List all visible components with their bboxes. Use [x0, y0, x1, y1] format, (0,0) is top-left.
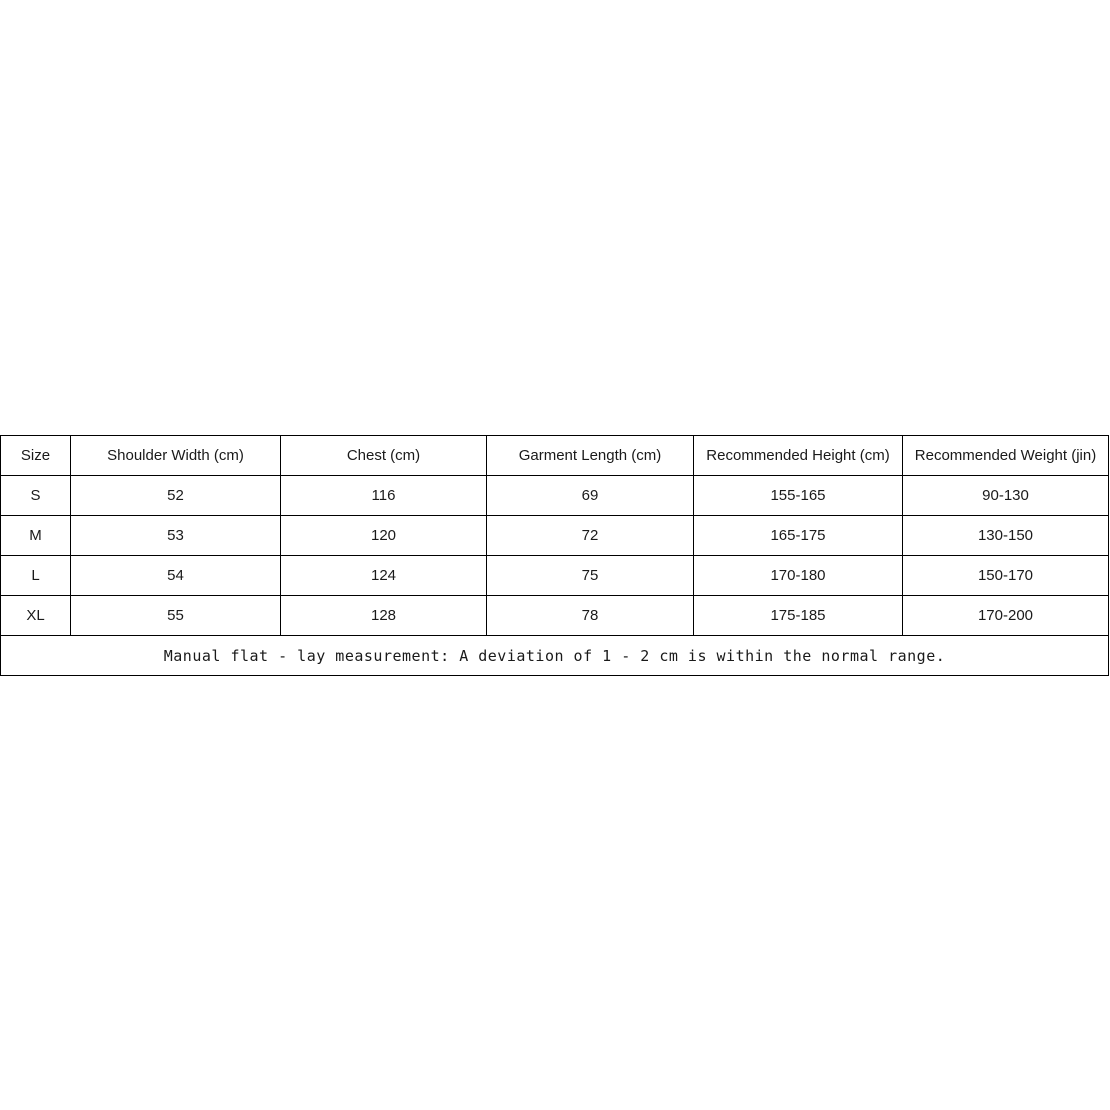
table-header-row: Size Shoulder Width (cm) Chest (cm) Garm… — [0, 435, 1109, 476]
cell-recommended-height: 155-165 — [693, 475, 903, 516]
table-row-xl: XL 55 128 78 175-185 170-200 — [0, 595, 1109, 636]
cell-shoulder-width: 55 — [70, 595, 281, 636]
cell-garment-length: 75 — [486, 555, 694, 596]
cell-chest: 128 — [280, 595, 487, 636]
table-row-m: M 53 120 72 165-175 130-150 — [0, 515, 1109, 556]
cell-garment-length: 69 — [486, 475, 694, 516]
size-chart-table: Size Shoulder Width (cm) Chest (cm) Garm… — [0, 435, 1109, 676]
table-row-l: L 54 124 75 170-180 150-170 — [0, 555, 1109, 596]
cell-recommended-weight: 130-150 — [902, 515, 1109, 556]
cell-size: S — [0, 475, 71, 516]
col-header-recommended-weight: Recommended Weight (jin) — [902, 435, 1109, 476]
cell-chest: 124 — [280, 555, 487, 596]
cell-chest: 120 — [280, 515, 487, 556]
cell-recommended-weight: 170-200 — [902, 595, 1109, 636]
cell-shoulder-width: 53 — [70, 515, 281, 556]
table-row-s: S 52 116 69 155-165 90-130 — [0, 475, 1109, 516]
col-header-size: Size — [0, 435, 71, 476]
cell-recommended-weight: 90-130 — [902, 475, 1109, 516]
cell-chest: 116 — [280, 475, 487, 516]
cell-size: L — [0, 555, 71, 596]
cell-size: M — [0, 515, 71, 556]
cell-shoulder-width: 52 — [70, 475, 281, 516]
cell-size: XL — [0, 595, 71, 636]
col-header-shoulder-width: Shoulder Width (cm) — [70, 435, 281, 476]
cell-recommended-height: 165-175 — [693, 515, 903, 556]
col-header-chest: Chest (cm) — [280, 435, 487, 476]
cell-recommended-height: 175-185 — [693, 595, 903, 636]
cell-garment-length: 72 — [486, 515, 694, 556]
measurement-footnote: Manual flat - lay measurement: A deviati… — [0, 635, 1109, 676]
col-header-recommended-height: Recommended Height (cm) — [693, 435, 903, 476]
col-header-garment-length: Garment Length (cm) — [486, 435, 694, 476]
cell-recommended-weight: 150-170 — [902, 555, 1109, 596]
cell-garment-length: 78 — [486, 595, 694, 636]
table-footnote-row: Manual flat - lay measurement: A deviati… — [0, 635, 1109, 676]
cell-recommended-height: 170-180 — [693, 555, 903, 596]
cell-shoulder-width: 54 — [70, 555, 281, 596]
